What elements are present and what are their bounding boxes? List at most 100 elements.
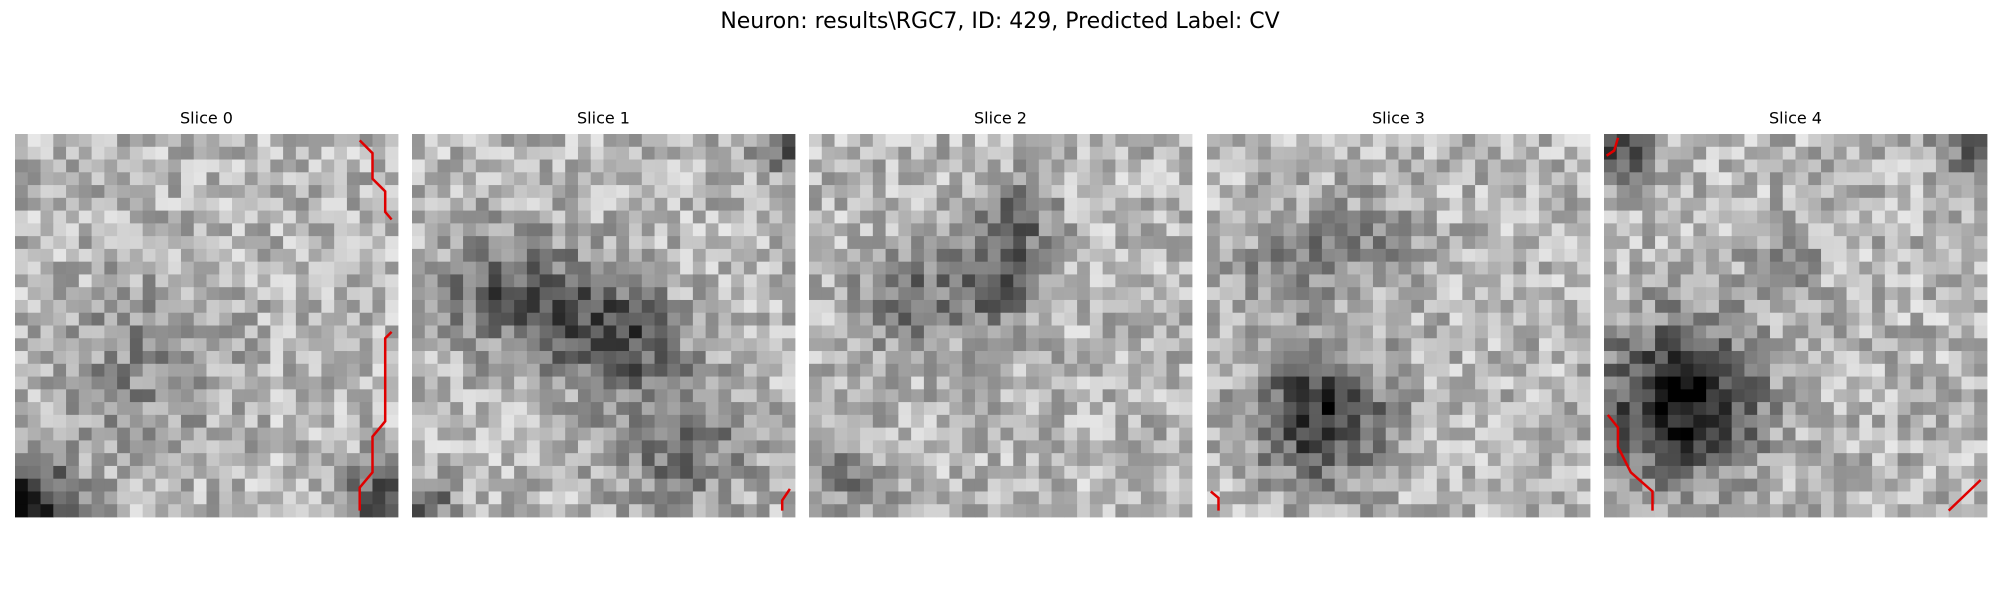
pixel (1731, 248, 1745, 263)
pixel (769, 376, 783, 390)
pixel (1436, 159, 1450, 173)
pixel (1655, 465, 1669, 480)
pixel (603, 197, 617, 211)
pixel (232, 325, 246, 339)
pixel (180, 363, 195, 377)
pixel (91, 172, 105, 186)
pixel (1731, 491, 1745, 505)
pixel (168, 236, 182, 250)
pixel (334, 261, 348, 275)
pixel (539, 299, 553, 314)
pixel (743, 440, 758, 454)
pixel (1513, 376, 1527, 390)
pixel (1475, 248, 1489, 263)
pixel (488, 146, 502, 160)
pixel (1577, 236, 1591, 250)
pixel (1769, 427, 1784, 441)
pixel (27, 453, 41, 467)
pixel (1846, 338, 1860, 352)
pixel (1667, 491, 1681, 505)
pixel (1795, 210, 1809, 224)
pixel (731, 504, 745, 518)
pixel (232, 236, 246, 250)
pixel (1283, 363, 1297, 377)
pixel (463, 134, 477, 148)
pixel (1424, 261, 1438, 275)
pixel (1334, 325, 1348, 339)
pixel (1000, 287, 1014, 301)
pixel (1782, 414, 1796, 429)
pixel (424, 478, 438, 492)
pixel (1051, 210, 1065, 224)
pixel (91, 261, 105, 275)
pixel (232, 376, 246, 390)
pixel (936, 325, 950, 339)
pixel (412, 427, 426, 441)
pixel (346, 236, 361, 250)
pixel (872, 185, 886, 199)
pixel (359, 338, 373, 352)
pixel (1077, 389, 1091, 403)
pixel (898, 197, 912, 211)
pixel (1245, 363, 1259, 377)
pixel (974, 338, 989, 352)
pixel (1283, 465, 1297, 480)
pixel (1935, 478, 1950, 492)
pixel (860, 338, 874, 352)
pixel (1513, 261, 1527, 275)
pixel (1846, 287, 1860, 301)
pixel (603, 236, 617, 250)
pixel (1449, 159, 1463, 173)
pixel (1321, 299, 1336, 314)
pixel (1207, 427, 1221, 441)
pixel (180, 210, 195, 224)
pixel (1000, 236, 1014, 250)
pixel (321, 312, 335, 326)
pixel (1153, 491, 1167, 505)
pixel (450, 236, 464, 250)
pixel (769, 146, 783, 160)
pixel (1038, 453, 1052, 467)
pixel (949, 351, 963, 365)
pixel (1680, 287, 1694, 301)
pixel (295, 172, 310, 186)
pixel (1718, 197, 1733, 211)
pixel (629, 402, 643, 416)
pixel (129, 376, 144, 390)
pixel (885, 376, 899, 390)
pixel (40, 453, 54, 467)
pixel (1115, 287, 1129, 301)
pixel (834, 312, 848, 326)
pixel (1436, 491, 1450, 505)
pixel (1680, 504, 1694, 518)
pixel (1296, 274, 1310, 288)
pixel (501, 478, 515, 492)
pixel (1897, 338, 1911, 352)
pixel (514, 172, 528, 186)
pixel (1833, 376, 1847, 390)
pixel (1821, 376, 1835, 390)
pixel (616, 134, 630, 148)
pixel (731, 440, 745, 454)
pixel (424, 197, 438, 211)
pixel (603, 389, 617, 403)
pixel (821, 427, 835, 441)
pixel (1166, 159, 1180, 173)
pixel (1923, 236, 1937, 250)
pixel (1487, 210, 1502, 224)
pixel (117, 210, 131, 224)
pixel (346, 491, 361, 505)
pixel (412, 402, 426, 416)
pixel (936, 478, 950, 492)
pixel (552, 185, 566, 199)
pixel (1974, 389, 1988, 403)
pixel (962, 465, 976, 480)
pixel (911, 465, 925, 480)
pixel (1974, 465, 1988, 480)
pixel (180, 440, 195, 454)
pixel (437, 402, 451, 416)
pixel (1551, 236, 1565, 250)
pixel (1577, 299, 1591, 314)
pixel (270, 261, 284, 275)
pixel (1513, 248, 1527, 263)
